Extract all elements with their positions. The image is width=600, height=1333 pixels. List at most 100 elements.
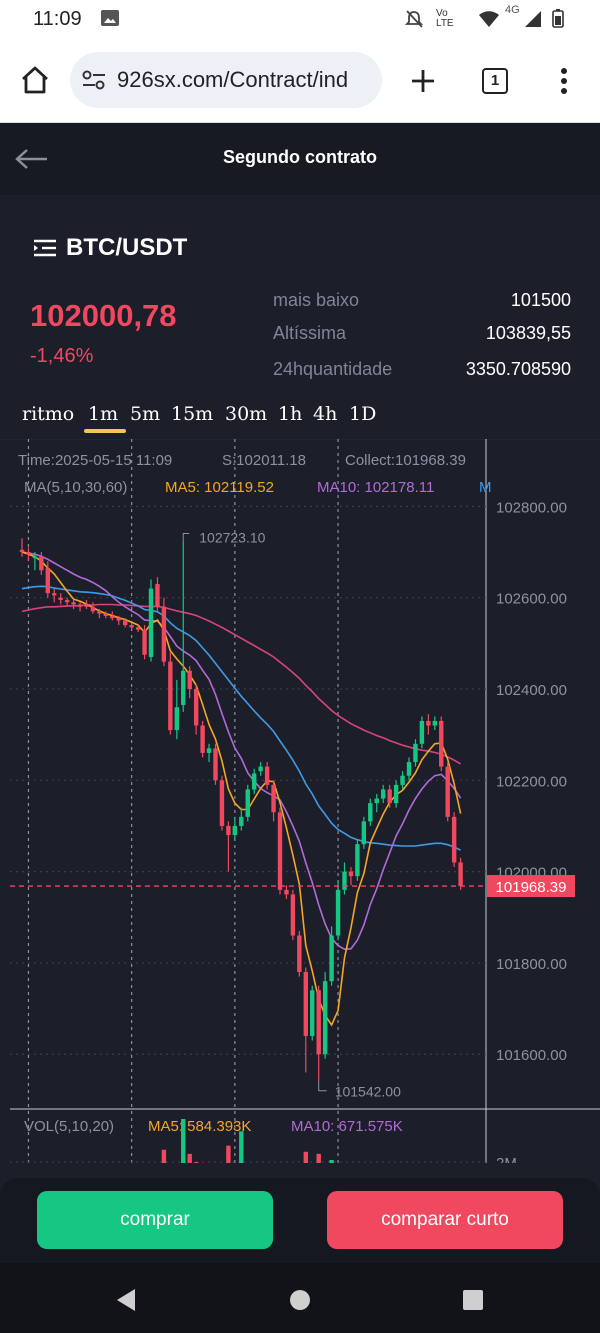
- price-tick-label: 102600.00: [496, 591, 567, 608]
- candle-body: [77, 604, 83, 607]
- price-tick-label: 102200.00: [496, 773, 567, 790]
- candle-body: [129, 625, 134, 628]
- sell-short-button[interactable]: comparar curto: [327, 1191, 563, 1249]
- candle-body: [458, 862, 463, 887]
- min-price-label: 101542.00: [335, 1084, 401, 1100]
- new-tab-icon[interactable]: [410, 68, 436, 94]
- more-options-icon[interactable]: [560, 67, 568, 95]
- timeframe-selected-indicator: [84, 429, 126, 433]
- candle-body: [335, 889, 341, 936]
- last-price: 102000,78: [30, 298, 177, 333]
- timeframe-tab[interactable]: 1h: [278, 403, 303, 425]
- candle-body: [426, 720, 431, 726]
- menu-list-icon[interactable]: [33, 238, 57, 258]
- mute-icon: [404, 10, 424, 28]
- battery-icon: [552, 9, 564, 28]
- timeframe-tab-selected[interactable]: 1m: [88, 403, 119, 425]
- nav-bar: Segundo contrato: [0, 123, 600, 195]
- candle-body: [161, 606, 167, 662]
- volume-bar: [181, 1119, 186, 1163]
- timeframe-tab[interactable]: 15m: [171, 403, 214, 425]
- price-tick-label: 102800.00: [496, 499, 567, 516]
- candle-body: [361, 821, 367, 845]
- price-tick-label: 101600.00: [496, 1047, 567, 1064]
- candle-body: [322, 981, 328, 1055]
- candle-body: [116, 618, 121, 621]
- volume-bar: [329, 1159, 334, 1163]
- candle-body: [90, 606, 96, 612]
- candle-body: [290, 894, 296, 936]
- volume-bar: [161, 1149, 167, 1163]
- status-bar: 11:09 Vo LTE 4G: [0, 0, 600, 40]
- network-label: 4G: [505, 4, 520, 16]
- candle-body: [213, 748, 218, 781]
- candle-body: [45, 568, 50, 594]
- candle-body: [439, 720, 444, 767]
- candle-body: [181, 670, 186, 705]
- volume-bar: [303, 1151, 308, 1163]
- candle-body: [432, 720, 437, 726]
- candle-body: [39, 556, 44, 571]
- candle-body: [413, 743, 418, 763]
- candle-body: [368, 803, 373, 822]
- candle-body: [387, 789, 392, 804]
- max-price-pointer: [182, 532, 190, 542]
- candle-body: [32, 556, 38, 559]
- candle-body: [155, 584, 160, 607]
- ma5-legend: MA5: 102119.52: [165, 479, 274, 496]
- price-tick-label: 101800.00: [496, 956, 567, 973]
- candle-body: [142, 629, 147, 655]
- volume-bar: [316, 1153, 321, 1163]
- candle-body: [52, 593, 57, 596]
- home-icon[interactable]: [20, 66, 50, 94]
- candle-body: [71, 602, 76, 605]
- trade-action-bar: comprar comparar curto: [0, 1178, 600, 1263]
- timeframe-tab[interactable]: 4h: [313, 403, 338, 425]
- signal-icon: [525, 11, 541, 27]
- candle-body: [258, 766, 263, 772]
- url-bar[interactable]: 926sx.com/Contract/ind: [70, 52, 382, 108]
- volume-tick-label: 2M: [496, 1155, 517, 1163]
- back-arrow-icon[interactable]: [15, 148, 49, 170]
- site-settings-icon[interactable]: [82, 69, 106, 91]
- trading-pair[interactable]: BTC/USDT: [66, 234, 188, 261]
- candle-body: [206, 748, 212, 753]
- vol-ma5-legend: MA5: 584.393K: [148, 1118, 251, 1135]
- candle-body: [84, 604, 89, 607]
- system-navigation-bar: [0, 1263, 600, 1333]
- chart-info-collect: Collect:101968.39: [345, 452, 466, 469]
- browser-toolbar: 926sx.com/Contract/ind 1: [0, 40, 600, 123]
- image-icon: [101, 10, 119, 26]
- candle-body: [316, 990, 321, 1055]
- candle-body: [348, 871, 354, 877]
- min-price-pointer: [318, 1080, 327, 1092]
- tab-switcher-button[interactable]: 1: [482, 68, 508, 94]
- candle-body: [97, 611, 102, 614]
- chart-info-time: Time:2025-05-15 11:09: [18, 452, 172, 469]
- candle-body: [264, 766, 270, 785]
- timeframe-tab[interactable]: 5m: [130, 403, 161, 425]
- current-price-label: 101968.39: [496, 879, 567, 896]
- ma60-line: [21, 603, 462, 765]
- status-time: 11:09: [33, 8, 82, 30]
- candle-body: [58, 597, 63, 600]
- candle-body: [174, 707, 179, 731]
- price-change: -1,46%: [30, 345, 94, 367]
- kline-chart[interactable]: 102800.00102600.00102400.00102200.001020…: [0, 439, 600, 1163]
- ma-legend-label: MA(5,10,30,60): [24, 479, 127, 496]
- wifi-icon: [479, 11, 499, 27]
- volume-bar: [193, 1162, 199, 1163]
- url-text[interactable]: 926sx.com/Contract/ind: [117, 67, 349, 92]
- timeframe-tab[interactable]: 30m: [225, 403, 268, 425]
- candle-body: [284, 889, 289, 895]
- candle-body: [193, 689, 199, 726]
- candle-body: [168, 661, 173, 731]
- timeframe-tab[interactable]: 1D: [349, 403, 377, 425]
- buy-button[interactable]: comprar: [37, 1191, 273, 1249]
- candle-body: [355, 844, 360, 877]
- timeframe-tab[interactable]: ritmo: [22, 403, 75, 425]
- nav-back-icon[interactable]: [115, 1288, 137, 1312]
- nav-recents-icon[interactable]: [462, 1289, 484, 1311]
- nav-home-icon[interactable]: [289, 1289, 311, 1311]
- candle-body: [239, 816, 244, 826]
